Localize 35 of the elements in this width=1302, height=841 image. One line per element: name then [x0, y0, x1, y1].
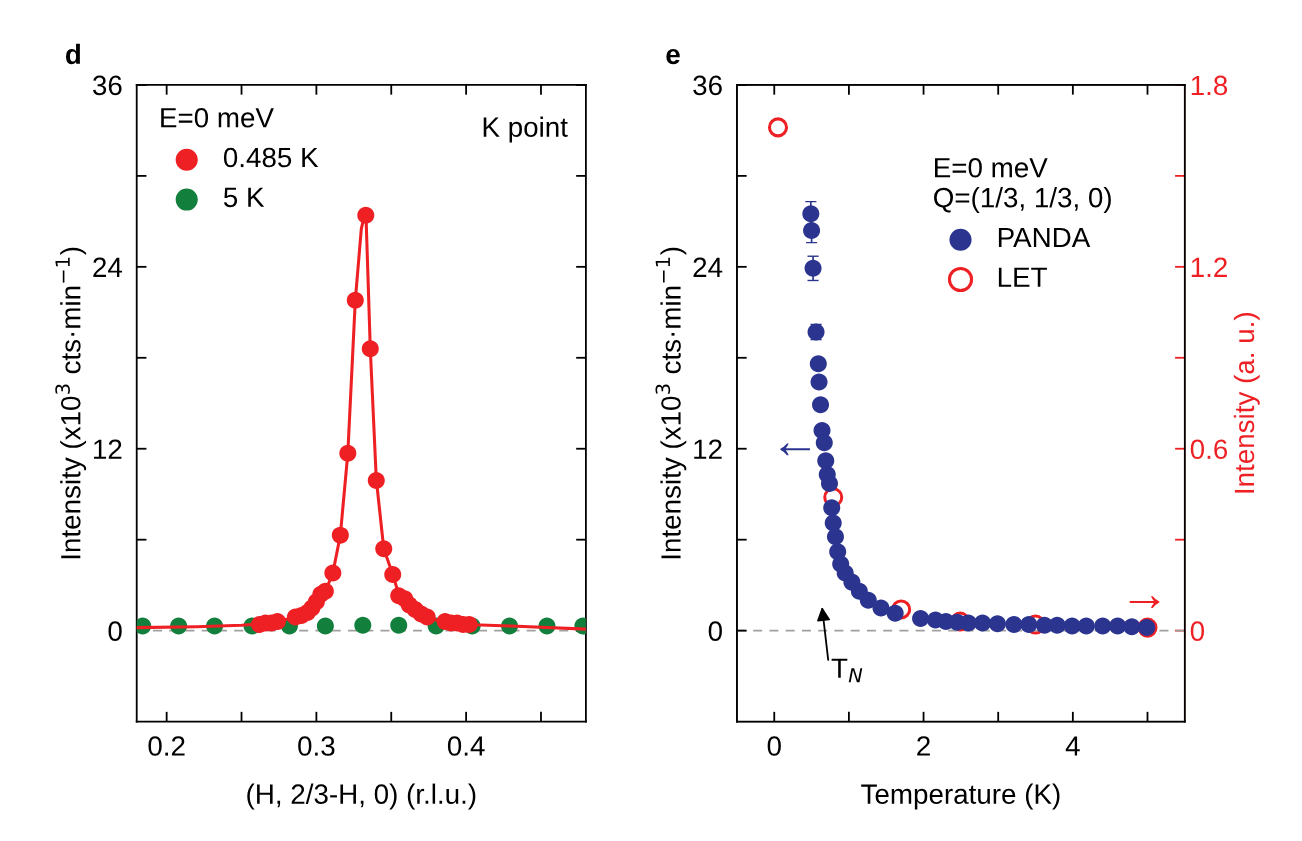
legend-label: LET [998, 267, 1047, 287]
y-tick-label: 12 [694, 439, 722, 459]
chart-title: d [65, 43, 80, 65]
y-axis-title: Intensity (x10$^{3}$ cts·min$^{−1}$) [55, 247, 87, 559]
x-tick-label: 0.3 [298, 736, 335, 756]
y-tick-label: 24 [693, 257, 723, 277]
x-tick-label: 4 [1065, 736, 1080, 756]
y-tick-label: 24 [93, 257, 123, 277]
legend-label: PANDA [998, 227, 1091, 247]
y-tick-label: 12 [94, 439, 122, 459]
y2-tick-label: 0 [1190, 621, 1205, 641]
annotation: K point [483, 116, 568, 143]
annotation: ← [780, 443, 810, 456]
y2-tick-label: 0.6 [1190, 439, 1228, 460]
legend-label: 5 K [223, 187, 265, 208]
legend-label: 0.485 K [223, 147, 319, 168]
x-tick-label: 2 [917, 736, 930, 756]
x-tick-label: 0 [767, 736, 781, 756]
y-tick-label: 0 [708, 621, 722, 641]
annotation: → [1129, 596, 1160, 608]
y2-tick-label: 1.2 [1191, 257, 1227, 277]
x-tick-label: 0.2 [148, 736, 185, 756]
annotation: T$_{N}$ [831, 658, 863, 683]
y-tick-label: 0 [108, 621, 122, 641]
chart-title: e [666, 48, 680, 65]
legend-title: E=0 meV [161, 107, 274, 128]
y2-axis-title: Intensity (a. u.) [1233, 313, 1260, 493]
y2-tick-label: 1.8 [1191, 75, 1228, 96]
y-tick-label: 36 [92, 75, 122, 96]
x-axis-title: Temperature (K) [861, 783, 1060, 810]
x-tick-label: 0.4 [447, 736, 485, 756]
y-axis-title: Intensity (x10$^{3}$ cts·min$^{−1}$) [655, 247, 687, 559]
y-tick-label: 36 [693, 75, 722, 96]
legend-title: E=0 meV Q=(1/3, 1/3, 0) [934, 157, 1111, 213]
x-axis-title: (H, 2/3-H, 0) (r.l.u.) [247, 783, 476, 810]
